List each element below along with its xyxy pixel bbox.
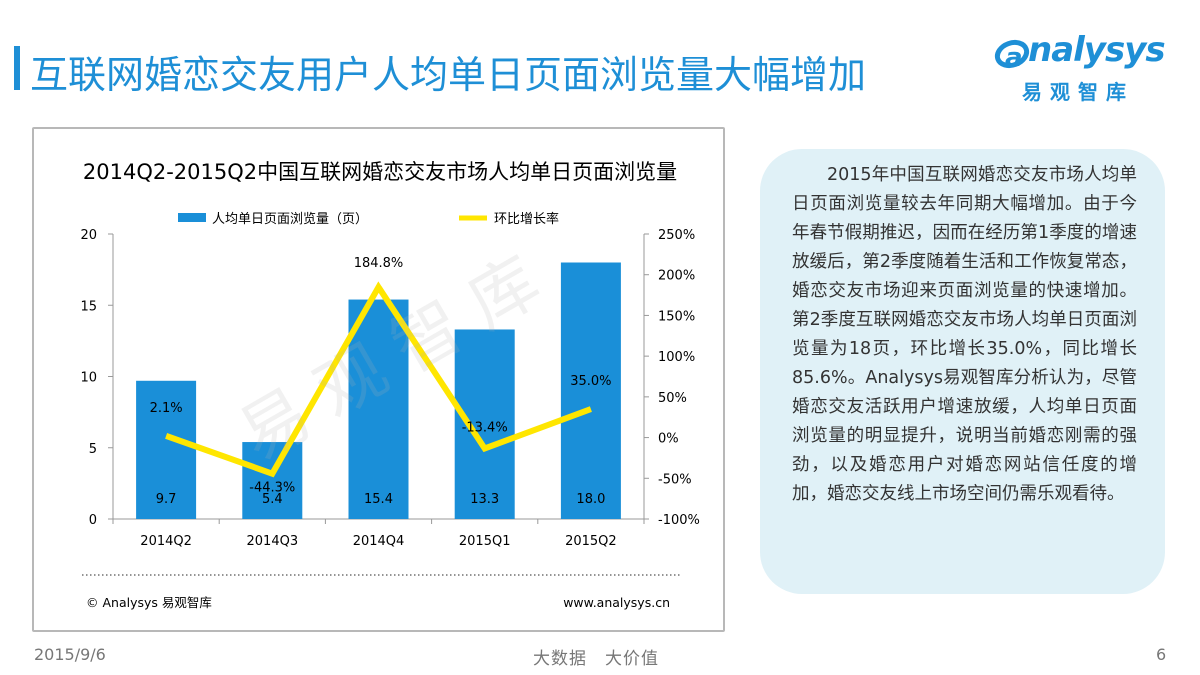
bar-2014Q2 <box>136 380 197 519</box>
line-value-label: 184.8% <box>354 256 404 271</box>
x-tick-label: 2015Q1 <box>459 534 511 549</box>
legend-bar-swatch <box>178 213 206 222</box>
growth-rate-line <box>165 281 592 478</box>
legend-bar-label: 人均单日页面浏览量（页） <box>212 211 368 227</box>
line-value-label: -44.3% <box>249 481 295 496</box>
y-right-tick-label: 100% <box>658 350 695 365</box>
footer-date: 2015/9/6 <box>34 645 106 664</box>
chart-website: www.analysys.cn <box>563 595 670 610</box>
legend-line-label: 环比增长率 <box>494 211 559 227</box>
footer-slogan: 大数据 大价值 <box>533 649 659 669</box>
y-right-tick-label: 0% <box>658 432 679 447</box>
y-left-tick-label: 0 <box>89 513 97 528</box>
bar-2014Q4 <box>348 299 409 519</box>
y-left-tick-label: 10 <box>80 371 97 386</box>
title-accent-bar <box>14 46 20 90</box>
x-tick-label: 2015Q2 <box>565 534 617 549</box>
chart-container: 2014Q2-2015Q2中国互联网婚恋交友市场人均单日页面浏览量人均单日页面浏… <box>32 127 725 632</box>
x-tick-label: 2014Q3 <box>247 534 299 549</box>
line-value-label: 2.1% <box>150 401 183 416</box>
analysis-text: 2015年中国互联网婚恋交友市场人均单日页面浏览量较去年同期大幅增加。由于今年春… <box>792 165 1137 504</box>
bar-2015Q2 <box>560 262 621 519</box>
bar-value-label: 9.7 <box>156 492 177 507</box>
line-value-label: 35.0% <box>570 374 611 389</box>
y-left-tick-label: 15 <box>80 299 97 314</box>
logo-wordmark: nalysys <box>1028 30 1166 70</box>
x-tick-label: 2014Q4 <box>353 534 405 549</box>
analysys-logo: a nalysys 易观智库 <box>990 24 1170 108</box>
y-right-tick-label: -50% <box>658 472 692 487</box>
y-left-tick-label: 20 <box>80 228 97 243</box>
bar-value-label: 18.0 <box>576 492 605 507</box>
line-value-label: -13.4% <box>462 420 508 435</box>
bar-value-label: 13.3 <box>470 492 499 507</box>
chart-title: 2014Q2-2015Q2中国互联网婚恋交友市场人均单日页面浏览量 <box>83 160 677 184</box>
y-right-tick-label: -100% <box>658 513 700 528</box>
analysis-panel: 2015年中国互联网婚恋交友市场人均单日页面浏览量较去年同期大幅增加。由于今年春… <box>760 149 1165 594</box>
y-right-tick-label: 200% <box>658 269 695 284</box>
y-right-tick-label: 50% <box>658 391 687 406</box>
y-left-tick-label: 5 <box>89 442 97 457</box>
bar-2014Q3 <box>242 442 303 519</box>
chart-source: © Analysys 易观智库 <box>86 595 212 610</box>
logo-letter: a <box>1005 43 1023 72</box>
chart-svg: 2014Q2-2015Q2中国互联网婚恋交友市场人均单日页面浏览量人均单日页面浏… <box>80 160 700 610</box>
bar-value-label: 15.4 <box>364 492 393 507</box>
y-right-tick-label: 150% <box>658 309 695 324</box>
logo-swoosh-icon: a <box>994 39 1030 72</box>
bar-2015Q1 <box>454 329 515 519</box>
page-number: 6 <box>1156 645 1167 664</box>
x-tick-label: 2014Q2 <box>140 534 192 549</box>
y-right-tick-label: 250% <box>658 228 695 243</box>
bar-value-label: 5.4 <box>262 492 283 507</box>
logo-chinese: 易观智库 <box>1022 80 1134 104</box>
page-title: 互联网婚恋交友用户人均单日页面浏览量大幅增加 <box>30 53 867 97</box>
